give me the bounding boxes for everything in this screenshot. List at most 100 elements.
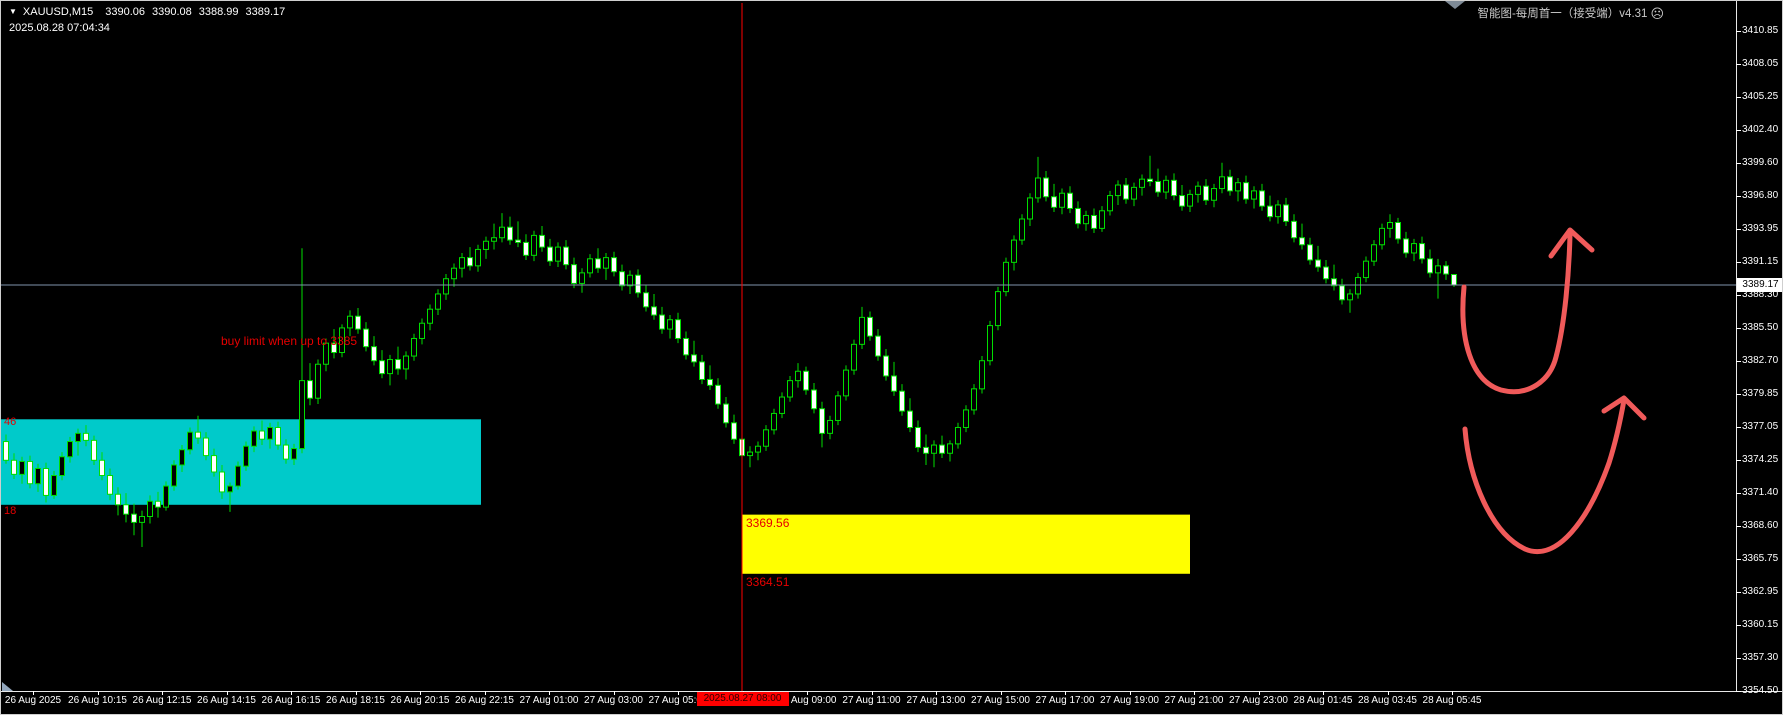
time-tick-label: 26 Aug 2025 — [4, 695, 62, 706]
price-tick-mark — [1736, 658, 1741, 660]
high-price: 3390.08 — [151, 6, 192, 18]
price-tick-label: 3385.50 — [1742, 321, 1779, 333]
time-tick-label: 27 Aug 11:00 — [842, 695, 901, 706]
cyan-zone-top-label[interactable]: 46 — [4, 416, 17, 428]
time-tick-label: 26 Aug 16:15 — [261, 695, 321, 706]
price-tick-mark — [1736, 31, 1741, 32]
time-tick-label: 27 Aug 19:00 — [1100, 695, 1159, 706]
candlestick-chart-canvas[interactable] — [1, 1, 1737, 692]
time-tick-mark — [291, 691, 292, 695]
price-axis-separator — [1736, 1, 1737, 692]
time-tick-mark — [807, 691, 808, 695]
time-tick-mark — [549, 691, 550, 695]
chevron-down-icon[interactable]: ▼ — [9, 7, 17, 16]
up-curve-arrow-2[interactable] — [1462, 395, 1647, 555]
up-curve-arrow-1[interactable] — [1460, 227, 1595, 395]
time-tick-mark — [871, 691, 873, 695]
price-tick-mark — [1736, 63, 1741, 65]
time-tick-mark — [226, 691, 228, 695]
cyan-zone-bottom-label[interactable]: 18 — [4, 505, 17, 517]
time-tick-label: 28 Aug 05:45 — [1422, 695, 1482, 706]
quick-navigation-triangle-icon[interactable] — [2, 682, 13, 691]
time-axis-separator — [1, 691, 1782, 692]
time-tick-label: 26 Aug 20:15 — [390, 695, 450, 706]
price-tick-label: 3388.30 — [1742, 289, 1779, 301]
time-tick-label: 27 Aug 23:00 — [1229, 695, 1288, 706]
time-tick-label: 26 Aug 18:15 — [326, 695, 385, 706]
price-tick-mark — [1736, 228, 1741, 230]
time-tick-mark — [1323, 691, 1324, 695]
price-tick-mark — [1736, 592, 1741, 594]
price-tick-mark — [1736, 559, 1741, 561]
ea-name-text: 智能图-每周首一（接受端）v4.31 — [1477, 8, 1648, 20]
buy-limit-note[interactable]: buy limit when up to 3385 — [221, 334, 358, 348]
price-tick-label: 3402.40 — [1742, 123, 1779, 135]
time-tick-mark — [420, 691, 421, 695]
arrow-head-icon — [1548, 227, 1595, 259]
time-tick-label: 26 Aug 10:15 — [68, 695, 127, 706]
time-tick-mark — [355, 691, 357, 695]
price-tick-label: 3379.85 — [1742, 388, 1779, 400]
price-tick-label: 3410.85 — [1742, 25, 1779, 36]
time-tick-mark — [33, 691, 34, 695]
time-tick-mark — [936, 691, 937, 695]
time-tick-mark — [613, 691, 615, 695]
time-tick-label: 27 Aug 17:00 — [1035, 695, 1095, 706]
price-tick-label: 3391.15 — [1742, 255, 1779, 267]
yellow-rectangle-zone[interactable] — [742, 514, 1190, 574]
price-tick-label: 3362.95 — [1742, 586, 1779, 598]
time-tick-mark — [1065, 691, 1066, 695]
cyan-rectangle-zone[interactable] — [1, 419, 481, 505]
time-tick-mark — [484, 691, 486, 695]
price-tick-mark — [1736, 426, 1741, 428]
time-tick-label: 27 Aug 05:00 — [648, 695, 708, 706]
price-tick-mark — [1736, 624, 1741, 626]
price-tick-mark — [1736, 327, 1741, 329]
close-price: 3389.17 — [245, 6, 286, 18]
price-tick-label: 3405.25 — [1742, 90, 1779, 102]
time-tick-label: 27 Aug 15:00 — [971, 695, 1030, 706]
chart-header: ▼ XAUUSD,M15 3390.06 3390.08 3388.99 3389.17 — [9, 6, 292, 18]
open-price: 3390.06 — [105, 6, 145, 18]
time-tick-mark — [1452, 691, 1453, 695]
time-tick-mark — [1387, 691, 1389, 695]
price-tick-label: 3399.60 — [1742, 156, 1779, 168]
price-tick-label: 3354.50 — [1742, 685, 1779, 697]
candles-layer — [3, 155, 1457, 547]
current-price-tag: 3389.17 — [1737, 277, 1782, 292]
price-tick-label: 3374.25 — [1742, 453, 1779, 465]
time-tick-label: 26 Aug 22:15 — [455, 695, 514, 706]
price-tick-label: 3365.75 — [1742, 553, 1779, 565]
price-tick-mark — [1736, 525, 1741, 527]
price-tick-mark — [1736, 162, 1741, 164]
price-tick-label: 3371.40 — [1742, 487, 1779, 499]
time-tick-label: 26 Aug 12:15 — [132, 695, 192, 706]
vline-time-tag: 2025.08.27 08:00 — [696, 692, 789, 706]
time-tick-mark — [1194, 691, 1195, 695]
price-tick-label: 3382.70 — [1742, 354, 1779, 366]
price-tick-label: 3396.80 — [1742, 189, 1779, 201]
time-tick-label: 27 Aug 13:00 — [906, 695, 966, 706]
yellow-zone-bottom-price-label[interactable]: 3364.51 — [746, 575, 790, 589]
time-tick-mark — [97, 691, 99, 695]
price-tick-mark — [1736, 394, 1741, 396]
yellow-zone-top-price-label[interactable]: 3369.56 — [746, 516, 790, 530]
price-tick-label: 3408.05 — [1742, 57, 1779, 69]
ea-indicator-label: 智能图-每周首一（接受端）v4.31 ☹ — [1477, 5, 1664, 21]
time-tick-label: 28 Aug 03:45 — [1358, 695, 1417, 706]
price-tick-mark — [1736, 195, 1741, 197]
time-tick-label: 27 Aug 09:00 — [777, 695, 837, 706]
time-tick-mark — [162, 691, 163, 695]
symbol-timeframe-label: XAUUSD,M15 — [22, 6, 94, 18]
price-tick-mark — [1736, 96, 1741, 98]
price-tick-mark — [1736, 129, 1741, 131]
time-tick-mark — [1258, 691, 1260, 695]
time-tick-label: 28 Aug 01:45 — [1293, 695, 1353, 706]
price-tick-mark — [1736, 493, 1741, 495]
price-tick-label: 3393.95 — [1742, 222, 1779, 234]
time-tick-mark — [1129, 691, 1131, 695]
price-tick-mark — [1736, 691, 1741, 693]
chart-shift-marker-icon[interactable] — [1445, 1, 1465, 9]
sad-face-circle-icon: ☹ — [1650, 5, 1664, 21]
